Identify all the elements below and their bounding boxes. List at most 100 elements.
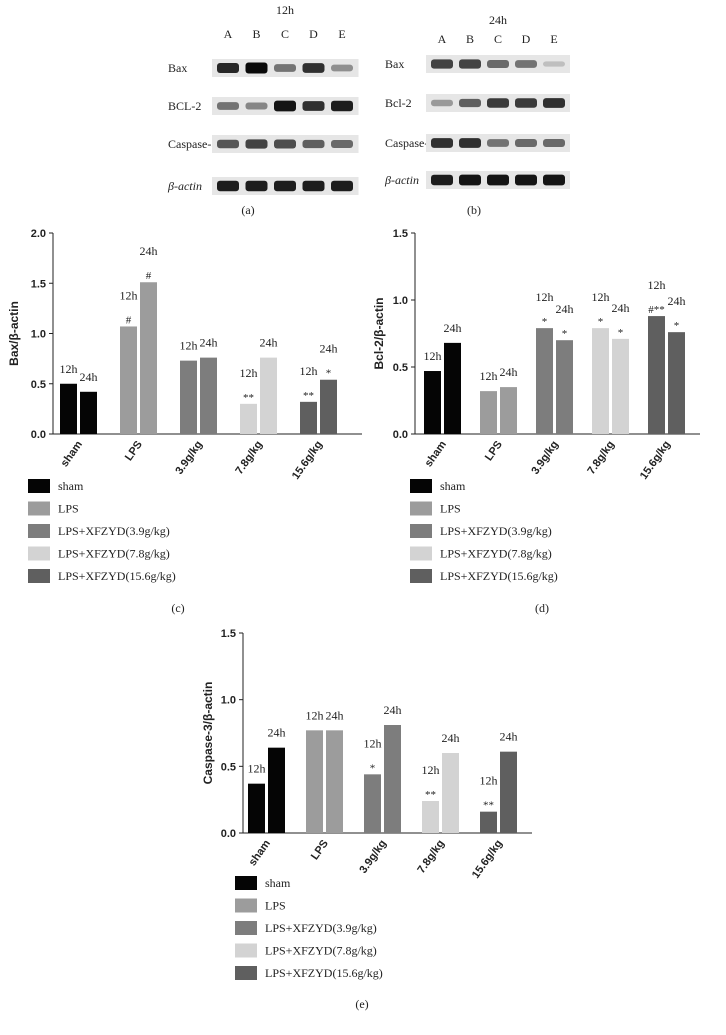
legend-swatch — [28, 479, 50, 493]
blot-band — [331, 180, 353, 192]
bar — [480, 391, 497, 434]
x-tick-label: 3.9g/kg — [529, 439, 561, 477]
bar-time-label: 24h — [500, 730, 518, 744]
bar-time-label: 12h — [648, 278, 666, 292]
blot-band — [245, 180, 268, 192]
lane-label: B — [252, 27, 260, 41]
bar — [384, 725, 401, 833]
y-tick-label: 1.5 — [393, 228, 408, 240]
blot-band — [487, 139, 509, 147]
legend-label: LPS+XFZYD(15.6g/kg) — [265, 966, 383, 980]
legend-swatch — [235, 876, 257, 890]
bar-time-label: 12h — [424, 349, 442, 363]
x-tick-label: sham — [423, 439, 449, 470]
bar-time-label: 24h — [200, 336, 218, 350]
bar — [180, 360, 197, 434]
legend-swatch — [235, 921, 257, 935]
bar — [140, 282, 157, 434]
lane-label: A — [438, 32, 447, 46]
blot-band — [431, 99, 453, 107]
blot-band — [217, 139, 239, 149]
legend-label: LPS — [265, 899, 286, 913]
blot-band — [515, 139, 537, 147]
bar — [248, 783, 265, 833]
bar — [306, 730, 323, 833]
significance-mark: ** — [483, 800, 494, 812]
bar — [120, 326, 137, 434]
bar — [500, 387, 517, 434]
blot-band — [245, 62, 268, 74]
blot-band — [487, 60, 509, 68]
legend-swatch — [410, 524, 432, 538]
bar-time-label: 24h — [442, 731, 460, 745]
blot-band — [217, 102, 239, 110]
y-tick-label: 0.0 — [221, 828, 236, 840]
bar — [260, 357, 277, 434]
significance-mark: #** — [648, 304, 665, 316]
western-blots: 12h A B C D E Bax BCL-2 Caspase-3 β-actin (a) 24h A B… — [167, 3, 570, 217]
bar-time-label: 24h — [444, 321, 462, 335]
x-tick-label: 7.8g/kg — [415, 838, 447, 876]
blot-band — [302, 139, 325, 149]
x-tick-label: LPS — [309, 838, 331, 862]
bar — [326, 730, 343, 833]
y-tick-label: 1.5 — [31, 278, 46, 290]
blot-band — [459, 59, 481, 69]
y-tick-label: 0.5 — [393, 362, 408, 374]
blot-band — [302, 101, 325, 111]
bar-time-label: 12h — [120, 288, 138, 302]
blot-panel-0: 12h A B C D E Bax BCL-2 Caspase-3 β-actin (a) — [167, 3, 359, 217]
bar-time-label: 24h — [268, 726, 286, 740]
y-tick-label: 1.0 — [393, 295, 408, 307]
panel-label: (a) — [241, 203, 254, 217]
panel-label: (b) — [467, 203, 481, 217]
blot-band — [245, 139, 268, 149]
legend-swatch — [410, 569, 432, 583]
panel-label: (d) — [535, 601, 549, 615]
significance-mark: * — [618, 327, 624, 339]
lane-label: C — [494, 32, 502, 46]
bar — [268, 747, 285, 833]
y-axis-label: Caspase-3/β-actin — [201, 682, 215, 785]
bar — [612, 338, 629, 434]
significance-mark: * — [542, 316, 548, 328]
legend-swatch — [28, 546, 50, 561]
bar — [80, 391, 97, 434]
blot-band — [431, 174, 453, 186]
x-tick-label: 15.6g/kg — [638, 439, 673, 482]
legend-swatch — [28, 569, 50, 583]
significance-mark: ** — [243, 392, 254, 404]
blot-band — [274, 64, 296, 72]
blot-row-label: Bax — [168, 61, 187, 75]
legend-label: sham — [58, 479, 84, 493]
chart-panel-0: 0.00.51.01.52.0Bax/β-actin12h24hsham#12h… — [7, 228, 362, 615]
blot-band — [431, 59, 453, 69]
lane-label: A — [224, 27, 233, 41]
bar — [364, 774, 381, 833]
significance-mark: * — [370, 762, 376, 774]
x-tick-label: 7.8g/kg — [233, 439, 265, 477]
blot-band — [217, 180, 239, 192]
bar-time-label: 12h — [240, 366, 258, 380]
y-tick-label: 2.0 — [31, 228, 46, 240]
bar-time-label: 12h — [422, 763, 440, 777]
blot-band — [331, 140, 353, 148]
blot-band — [515, 60, 537, 68]
blot-band — [543, 61, 565, 67]
blot-row-label: Bcl-2 — [385, 96, 412, 110]
bar-time-label: 24h — [556, 302, 574, 316]
blot-band — [459, 98, 481, 108]
panel-label: (e) — [355, 997, 368, 1011]
bar — [300, 401, 317, 434]
lane-label: E — [550, 32, 557, 46]
blot-row-label: Bax — [385, 57, 404, 71]
legend-label: LPS+XFZYD(7.8g/kg) — [440, 547, 552, 561]
bar-time-label: 24h — [140, 244, 158, 258]
legend-label: sham — [265, 876, 291, 890]
y-tick-label: 1.5 — [221, 628, 236, 640]
legend-label: LPS+XFZYD(15.6g/kg) — [440, 569, 558, 583]
legend-label: LPS — [58, 502, 79, 516]
legend-swatch — [235, 966, 257, 980]
significance-mark: * — [598, 316, 604, 328]
